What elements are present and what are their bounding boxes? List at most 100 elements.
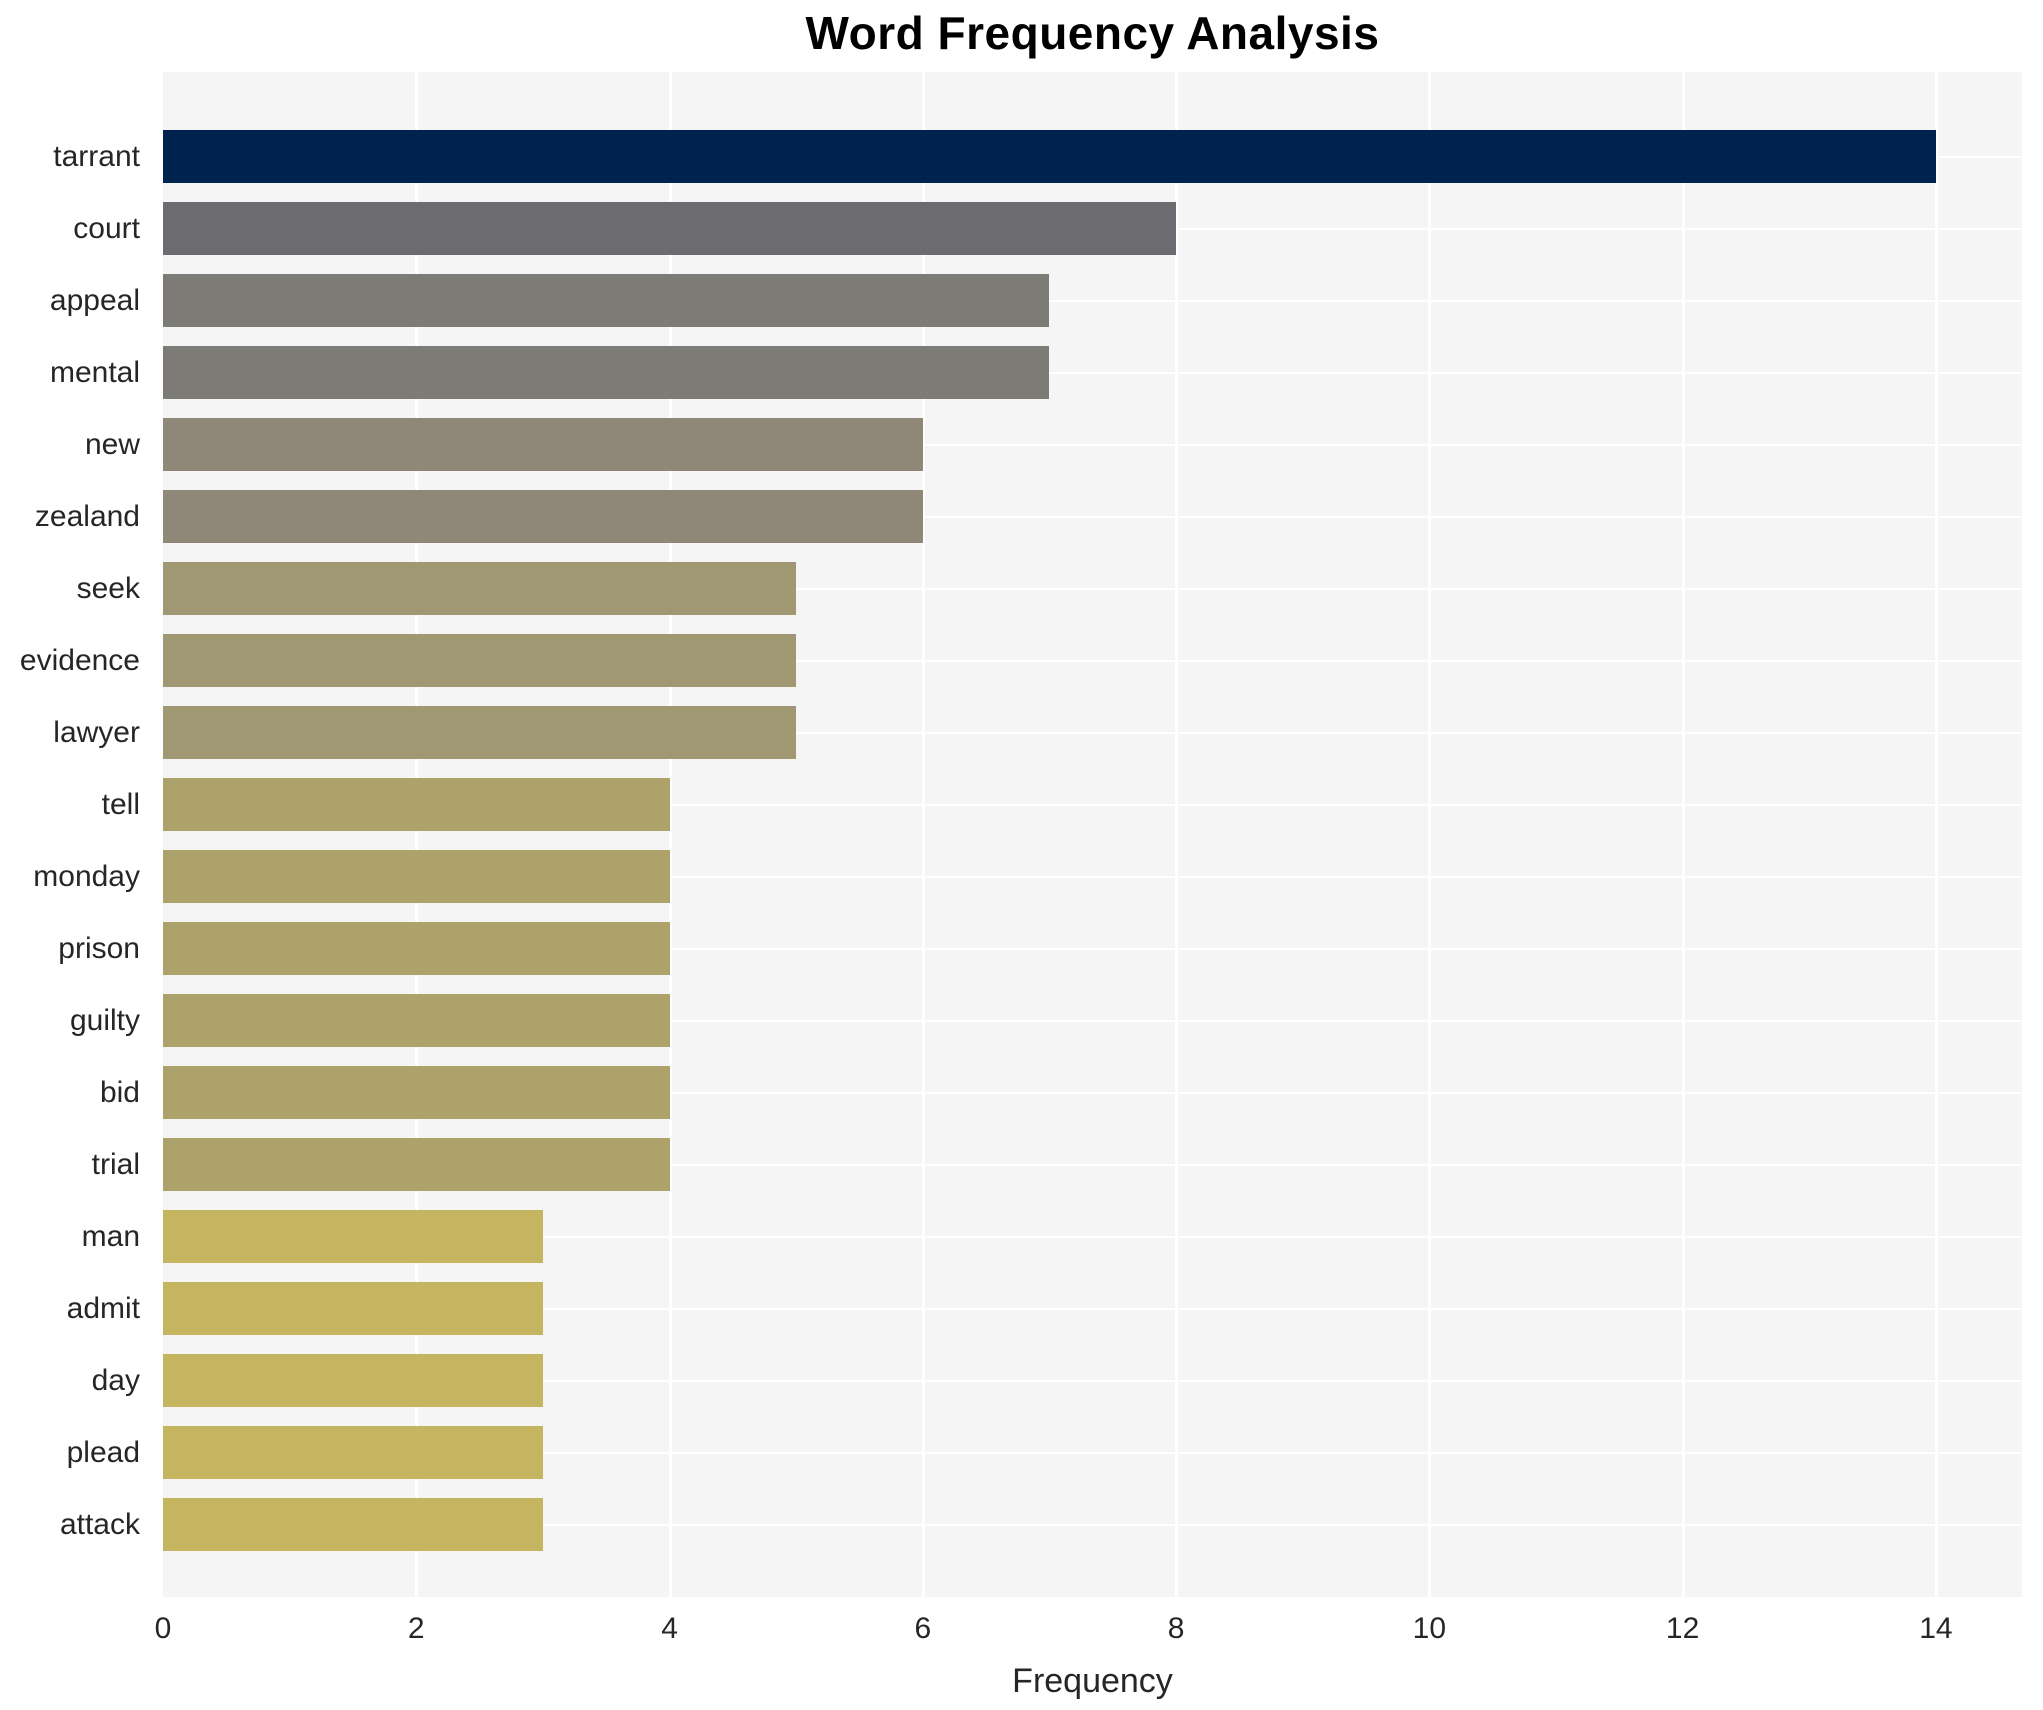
vertical-gridline (921, 72, 925, 1597)
bar-appeal (163, 274, 1050, 327)
bar-row (163, 1426, 2022, 1479)
bar-row (163, 778, 2022, 831)
bar-row (163, 706, 2022, 759)
bar-row (163, 346, 2022, 399)
vertical-gridline (415, 72, 419, 1597)
bar-row (163, 1066, 2022, 1119)
bar-row (163, 202, 2022, 255)
x-tick-label-0: 0 (154, 1612, 172, 1645)
y-tick-label-admit: admit (66, 1291, 140, 1325)
y-axis-labels: tarrant court appeal mental new zealand seek ev… (0, 72, 140, 1597)
vertical-gridline (1428, 72, 1432, 1597)
x-tick-label-10: 10 (1412, 1612, 1447, 1645)
horizontal-gridline (163, 1091, 2022, 1094)
bar-series (163, 72, 2022, 1597)
y-tick-label-plead: plead (66, 1435, 140, 1469)
x-tick-label-14: 14 (1919, 1612, 1953, 1645)
horizontal-gridline (163, 299, 2022, 302)
bar-bid (163, 1066, 670, 1119)
y-tick-label-trial: trial (91, 1147, 140, 1181)
horizontal-gridline (163, 443, 2022, 446)
y-tick-label-bid: bid (99, 1075, 140, 1109)
y-tick-label-zealand: zealand (34, 499, 140, 533)
chart-title: Word Frequency Analysis (805, 7, 1380, 59)
bar-trial (163, 1138, 670, 1191)
bar-tell (163, 778, 670, 831)
vertical-gridline (1934, 72, 1938, 1597)
horizontal-gridline (163, 515, 2022, 518)
horizontal-gridline (163, 947, 2022, 950)
x-axis-title: Frequency (1012, 1662, 1173, 1700)
y-tick-label-new: new (84, 427, 140, 461)
y-tick-label-evidence: evidence (19, 643, 140, 677)
y-tick-label-tell: tell (101, 787, 140, 821)
bar-mental (163, 346, 1050, 399)
x-tick-label-6: 6 (914, 1612, 932, 1645)
bar-row (163, 418, 2022, 471)
bar-tarrant (163, 130, 1936, 183)
bar-row (163, 922, 2022, 975)
bar-day (163, 1354, 543, 1407)
bar-admit (163, 1282, 543, 1335)
x-tick-label-2: 2 (407, 1612, 425, 1645)
y-tick-label-prison: prison (58, 931, 140, 965)
x-tick-label-8: 8 (1167, 1612, 1185, 1645)
y-tick-label-mental: mental (49, 355, 140, 389)
horizontal-gridline (163, 1019, 2022, 1022)
bar-plead (163, 1426, 543, 1479)
bar-evidence (163, 634, 797, 687)
bar-row (163, 274, 2022, 327)
y-tick-label-lawyer: lawyer (53, 715, 140, 749)
horizontal-gridline (163, 1235, 2022, 1238)
bar-court (163, 202, 1177, 255)
vertical-gridline (668, 72, 672, 1597)
bar-row (163, 850, 2022, 903)
bar-row (163, 562, 2022, 615)
plot-area (163, 72, 2022, 1597)
horizontal-gridline (163, 875, 2022, 878)
y-tick-label-attack: attack (59, 1507, 140, 1541)
bar-guilty (163, 994, 670, 1047)
bar-seek (163, 562, 797, 615)
horizontal-gridline (163, 587, 2022, 590)
bar-row (163, 490, 2022, 543)
horizontal-gridline (163, 659, 2022, 662)
y-tick-label-guilty: guilty (69, 1003, 140, 1037)
y-tick-label-court: court (73, 211, 140, 245)
bar-row (163, 1282, 2022, 1335)
bar-attack (163, 1498, 543, 1551)
y-tick-label-monday: monday (33, 859, 140, 893)
horizontal-gridline (163, 1379, 2022, 1382)
bar-new (163, 418, 923, 471)
horizontal-gridline (163, 803, 2022, 806)
bar-zealand (163, 490, 923, 543)
bar-row (163, 1354, 2022, 1407)
vertical-gridline (1681, 72, 1685, 1597)
horizontal-gridline (163, 371, 2022, 374)
x-tick-label-4: 4 (661, 1612, 678, 1645)
horizontal-gridline (163, 1523, 2022, 1526)
bar-man (163, 1210, 543, 1263)
bar-lawyer (163, 706, 797, 759)
bar-prison (163, 922, 670, 975)
x-axis-ticks: 0 2 4 6 8 10 12 14 (155, 1612, 2022, 1652)
y-tick-label-man: man (81, 1219, 140, 1253)
horizontal-gridline (163, 731, 2022, 734)
bar-row (163, 994, 2022, 1047)
bar-monday (163, 850, 670, 903)
horizontal-gridline (163, 1163, 2022, 1166)
y-tick-label-day: day (91, 1363, 140, 1397)
bar-row (163, 1210, 2022, 1263)
horizontal-gridline (163, 1451, 2022, 1454)
horizontal-gridline (163, 1307, 2022, 1310)
y-tick-label-tarrant: tarrant (53, 139, 140, 173)
bar-row (163, 1138, 2022, 1191)
y-tick-label-appeal: appeal (49, 283, 140, 317)
bar-row (163, 130, 2022, 183)
y-tick-label-seek: seek (76, 571, 140, 605)
vertical-gridline (1175, 72, 1179, 1597)
bar-row (163, 1498, 2022, 1551)
x-tick-label-12: 12 (1665, 1612, 1700, 1645)
bar-row (163, 634, 2022, 687)
